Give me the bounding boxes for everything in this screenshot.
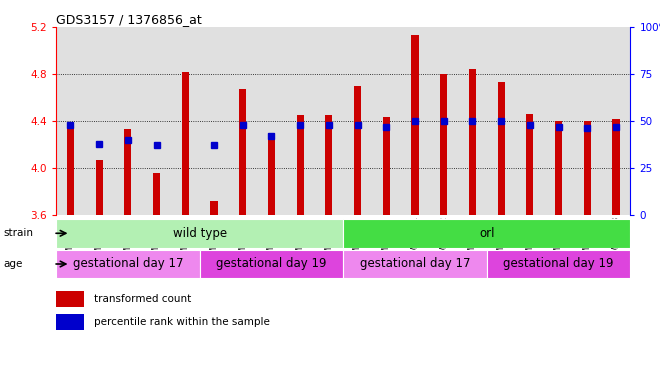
Bar xyxy=(96,160,103,215)
Bar xyxy=(268,133,275,215)
Bar xyxy=(314,27,343,215)
Text: strain: strain xyxy=(3,228,33,238)
Bar xyxy=(56,27,84,215)
Bar xyxy=(296,115,304,215)
Bar xyxy=(343,250,486,278)
Bar xyxy=(239,89,246,215)
Bar xyxy=(56,219,343,248)
Bar xyxy=(182,71,189,215)
Bar xyxy=(602,27,630,215)
Bar xyxy=(486,27,515,215)
Text: GDS3157 / 1376856_at: GDS3157 / 1376856_at xyxy=(56,13,202,26)
Bar xyxy=(383,118,390,215)
Text: gestational day 19: gestational day 19 xyxy=(216,258,327,270)
Text: age: age xyxy=(3,259,22,269)
Bar xyxy=(257,27,286,215)
Bar xyxy=(84,27,114,215)
Text: gestational day 19: gestational day 19 xyxy=(504,258,614,270)
Bar xyxy=(555,121,562,215)
Bar xyxy=(228,27,257,215)
Bar xyxy=(56,314,84,330)
Bar xyxy=(469,69,476,215)
Bar xyxy=(114,27,143,215)
Bar xyxy=(199,27,228,215)
Bar xyxy=(199,250,343,278)
Bar xyxy=(153,173,160,215)
Bar xyxy=(411,35,418,215)
Bar xyxy=(544,27,573,215)
Bar xyxy=(401,27,429,215)
Bar xyxy=(429,27,458,215)
Text: transformed count: transformed count xyxy=(94,294,191,304)
Bar xyxy=(56,250,199,278)
Bar xyxy=(343,219,630,248)
Bar xyxy=(458,27,486,215)
Bar xyxy=(372,27,401,215)
Text: orl: orl xyxy=(479,227,494,240)
Bar xyxy=(286,27,314,215)
Bar xyxy=(354,86,361,215)
Bar xyxy=(343,27,372,215)
Bar xyxy=(143,27,171,215)
Bar xyxy=(171,27,199,215)
Text: gestational day 17: gestational day 17 xyxy=(360,258,470,270)
Bar xyxy=(67,123,74,215)
Bar xyxy=(515,27,544,215)
Bar xyxy=(498,82,505,215)
Text: wild type: wild type xyxy=(172,227,227,240)
Bar xyxy=(486,250,630,278)
Bar xyxy=(583,121,591,215)
Text: gestational day 17: gestational day 17 xyxy=(73,258,183,270)
Bar xyxy=(612,119,620,215)
Text: percentile rank within the sample: percentile rank within the sample xyxy=(94,317,270,327)
Bar xyxy=(325,115,333,215)
Bar xyxy=(56,291,84,307)
Bar xyxy=(211,201,218,215)
Bar xyxy=(526,114,533,215)
Bar xyxy=(573,27,602,215)
Bar xyxy=(124,129,131,215)
Bar xyxy=(440,74,447,215)
